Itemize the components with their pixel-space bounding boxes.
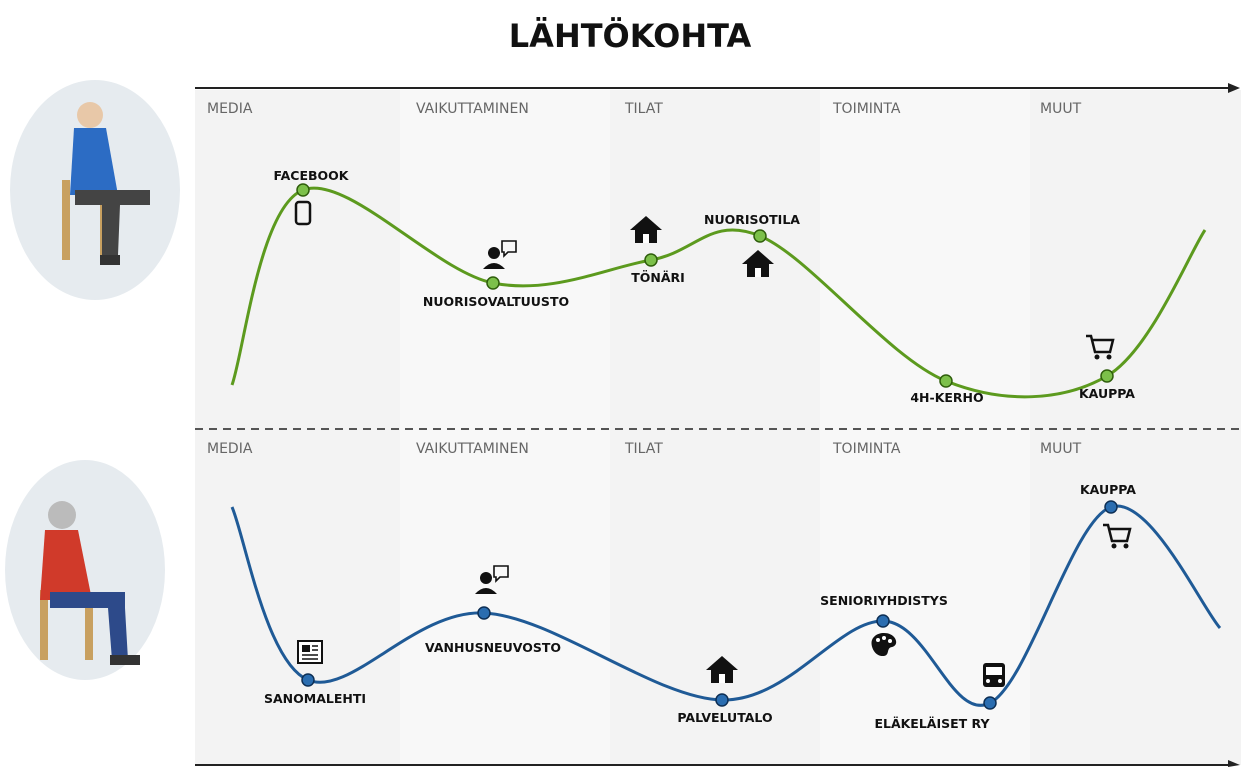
icon-part [1124,544,1129,549]
elderly-person-illustration [5,460,165,680]
column-header: MUUT [1040,101,1082,117]
touchpoint-label: ELÄKELÄISET RY [874,716,990,731]
touchpoint-label: KAUPPA [1080,482,1136,497]
touchpoint [645,254,657,266]
icon-part [488,247,500,259]
icon-part [480,572,492,584]
icon-part [643,234,649,243]
icon-part [986,679,990,683]
touchpoint [984,697,996,709]
icon-part [755,268,761,277]
touchpoint-label: NUORISOTILA [704,212,800,227]
column-bg [1030,90,1241,765]
column-header: MUUT [1040,441,1082,457]
touchpoint-label: VANHUSNEUVOSTO [425,640,561,655]
touchpoint-label: SANOMALEHTI [264,691,366,706]
icon-part [1095,355,1100,360]
touchpoint [478,607,490,619]
touchpoint-label: TÖNÄRI [631,270,685,285]
touchpoint [716,694,728,706]
young-person-illustration [10,80,180,300]
touchpoint [1105,501,1117,513]
bus-icon [983,663,1005,687]
touchpoint [754,230,766,242]
column-header: TILAT [624,441,663,457]
icon-part [986,667,1002,675]
touchpoint [297,184,309,196]
touchpoint-label: KAUPPA [1079,386,1135,401]
column-header: TOIMINTA [832,441,901,457]
column-header: VAIKUTTAMINEN [416,441,529,457]
journey-map: LÄHTÖKOHTA MEDIA VAIKUTTAMINEN TILAT TOIMIN… [0,0,1241,767]
touchpoint [487,277,499,289]
icon-part [998,679,1002,683]
column-bg [400,90,610,765]
icon-part [1107,355,1112,360]
paper-icon [298,641,322,663]
title: LÄHTÖKOHTA [509,17,752,55]
touchpoint [1101,370,1113,382]
touchpoint-label: PALVELUTALO [677,710,772,725]
icon-part [719,674,725,683]
icon-part [302,645,310,652]
column-header: MEDIA [207,101,253,117]
icon-part [876,638,880,642]
touchpoint-label: 4H-KERHO [910,390,983,405]
touchpoint-label: SENIORIYHDISTYS [820,593,948,608]
icon-part [1112,544,1117,549]
column-header: TILAT [624,101,663,117]
touchpoint [940,375,952,387]
touchpoint-label: NUORISOVALTUUSTO [423,294,569,309]
touchpoint-label: FACEBOOK [274,168,350,183]
column-header: MEDIA [207,441,253,457]
column-header: VAIKUTTAMINEN [416,101,529,117]
icon-part [882,636,886,640]
touchpoint [302,674,314,686]
touchpoint [877,615,889,627]
column-header: TOIMINTA [832,101,901,117]
icon-part [888,639,892,643]
